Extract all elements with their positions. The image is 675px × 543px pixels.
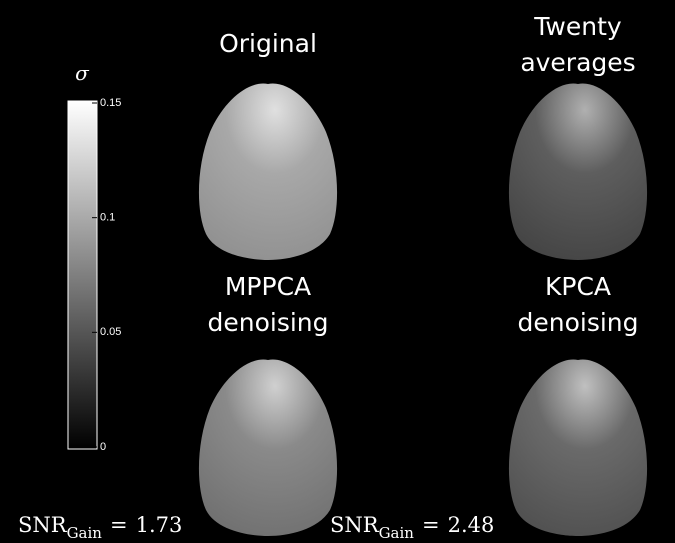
snr-base: SNR (18, 513, 68, 537)
brain-image (508, 359, 648, 536)
panel-title: averages (520, 48, 635, 77)
tick-label: 0.05 (100, 326, 121, 338)
panel-title: Original (219, 29, 317, 58)
brain-image (508, 83, 648, 260)
snr-label: SNRGain = 2.48 (330, 513, 494, 542)
snr-label: SNRGain = 1.73 (18, 513, 182, 542)
snr-value: 1.73 (136, 513, 183, 537)
snr-subscript: Gain (67, 524, 103, 542)
snr-relation: = (422, 513, 440, 537)
colorbar-symbol: σ (75, 61, 90, 85)
snr-relation: = (110, 513, 128, 537)
brain-image (198, 359, 338, 536)
tick-label: 0.15 (100, 97, 121, 109)
panel-title: Twenty (533, 12, 622, 41)
snr-value: 2.48 (448, 513, 495, 537)
colorbar (67, 100, 98, 450)
snr-subscript: Gain (379, 524, 415, 542)
tick-label: 0 (100, 441, 106, 453)
tick-label: 0.1 (100, 212, 115, 224)
brain-image (198, 83, 338, 260)
panel-title: denoising (517, 308, 638, 337)
panel-title: denoising (207, 308, 328, 337)
panel-title: KPCA (545, 272, 611, 301)
panel-title: MPPCA (225, 272, 311, 301)
snr-base: SNR (330, 513, 380, 537)
